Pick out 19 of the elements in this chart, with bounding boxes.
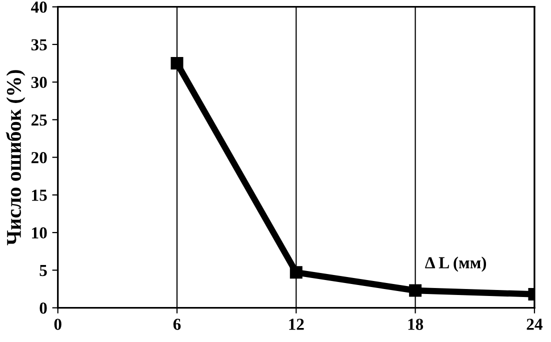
x-tick-label: 18 bbox=[408, 318, 424, 330]
y-tick-label: 35 bbox=[31, 39, 47, 50]
y-tick-label: 30 bbox=[31, 76, 47, 88]
y-tick-label: 10 bbox=[32, 227, 47, 239]
y-tick-label: 20 bbox=[31, 152, 47, 164]
point bbox=[290, 266, 302, 279]
x-tick-label: 6 bbox=[173, 318, 181, 330]
x-tick-label: 0 bbox=[54, 318, 62, 330]
y-tick-label: 40 bbox=[31, 2, 47, 13]
x-axis-title: Δ L (мм) bbox=[425, 256, 486, 272]
x-tick-label: 24 bbox=[526, 318, 542, 330]
point bbox=[409, 284, 422, 297]
y-tick-label: 15 bbox=[32, 190, 47, 201]
point bbox=[170, 57, 184, 70]
x-tick-label: 12 bbox=[289, 318, 304, 330]
y-tick-label: 5 bbox=[40, 265, 47, 276]
y-tick-label: 25 bbox=[31, 114, 47, 126]
y-axis-title: Число ошибок (%) bbox=[6, 70, 26, 246]
y-tick-label: 0 bbox=[40, 302, 47, 314]
